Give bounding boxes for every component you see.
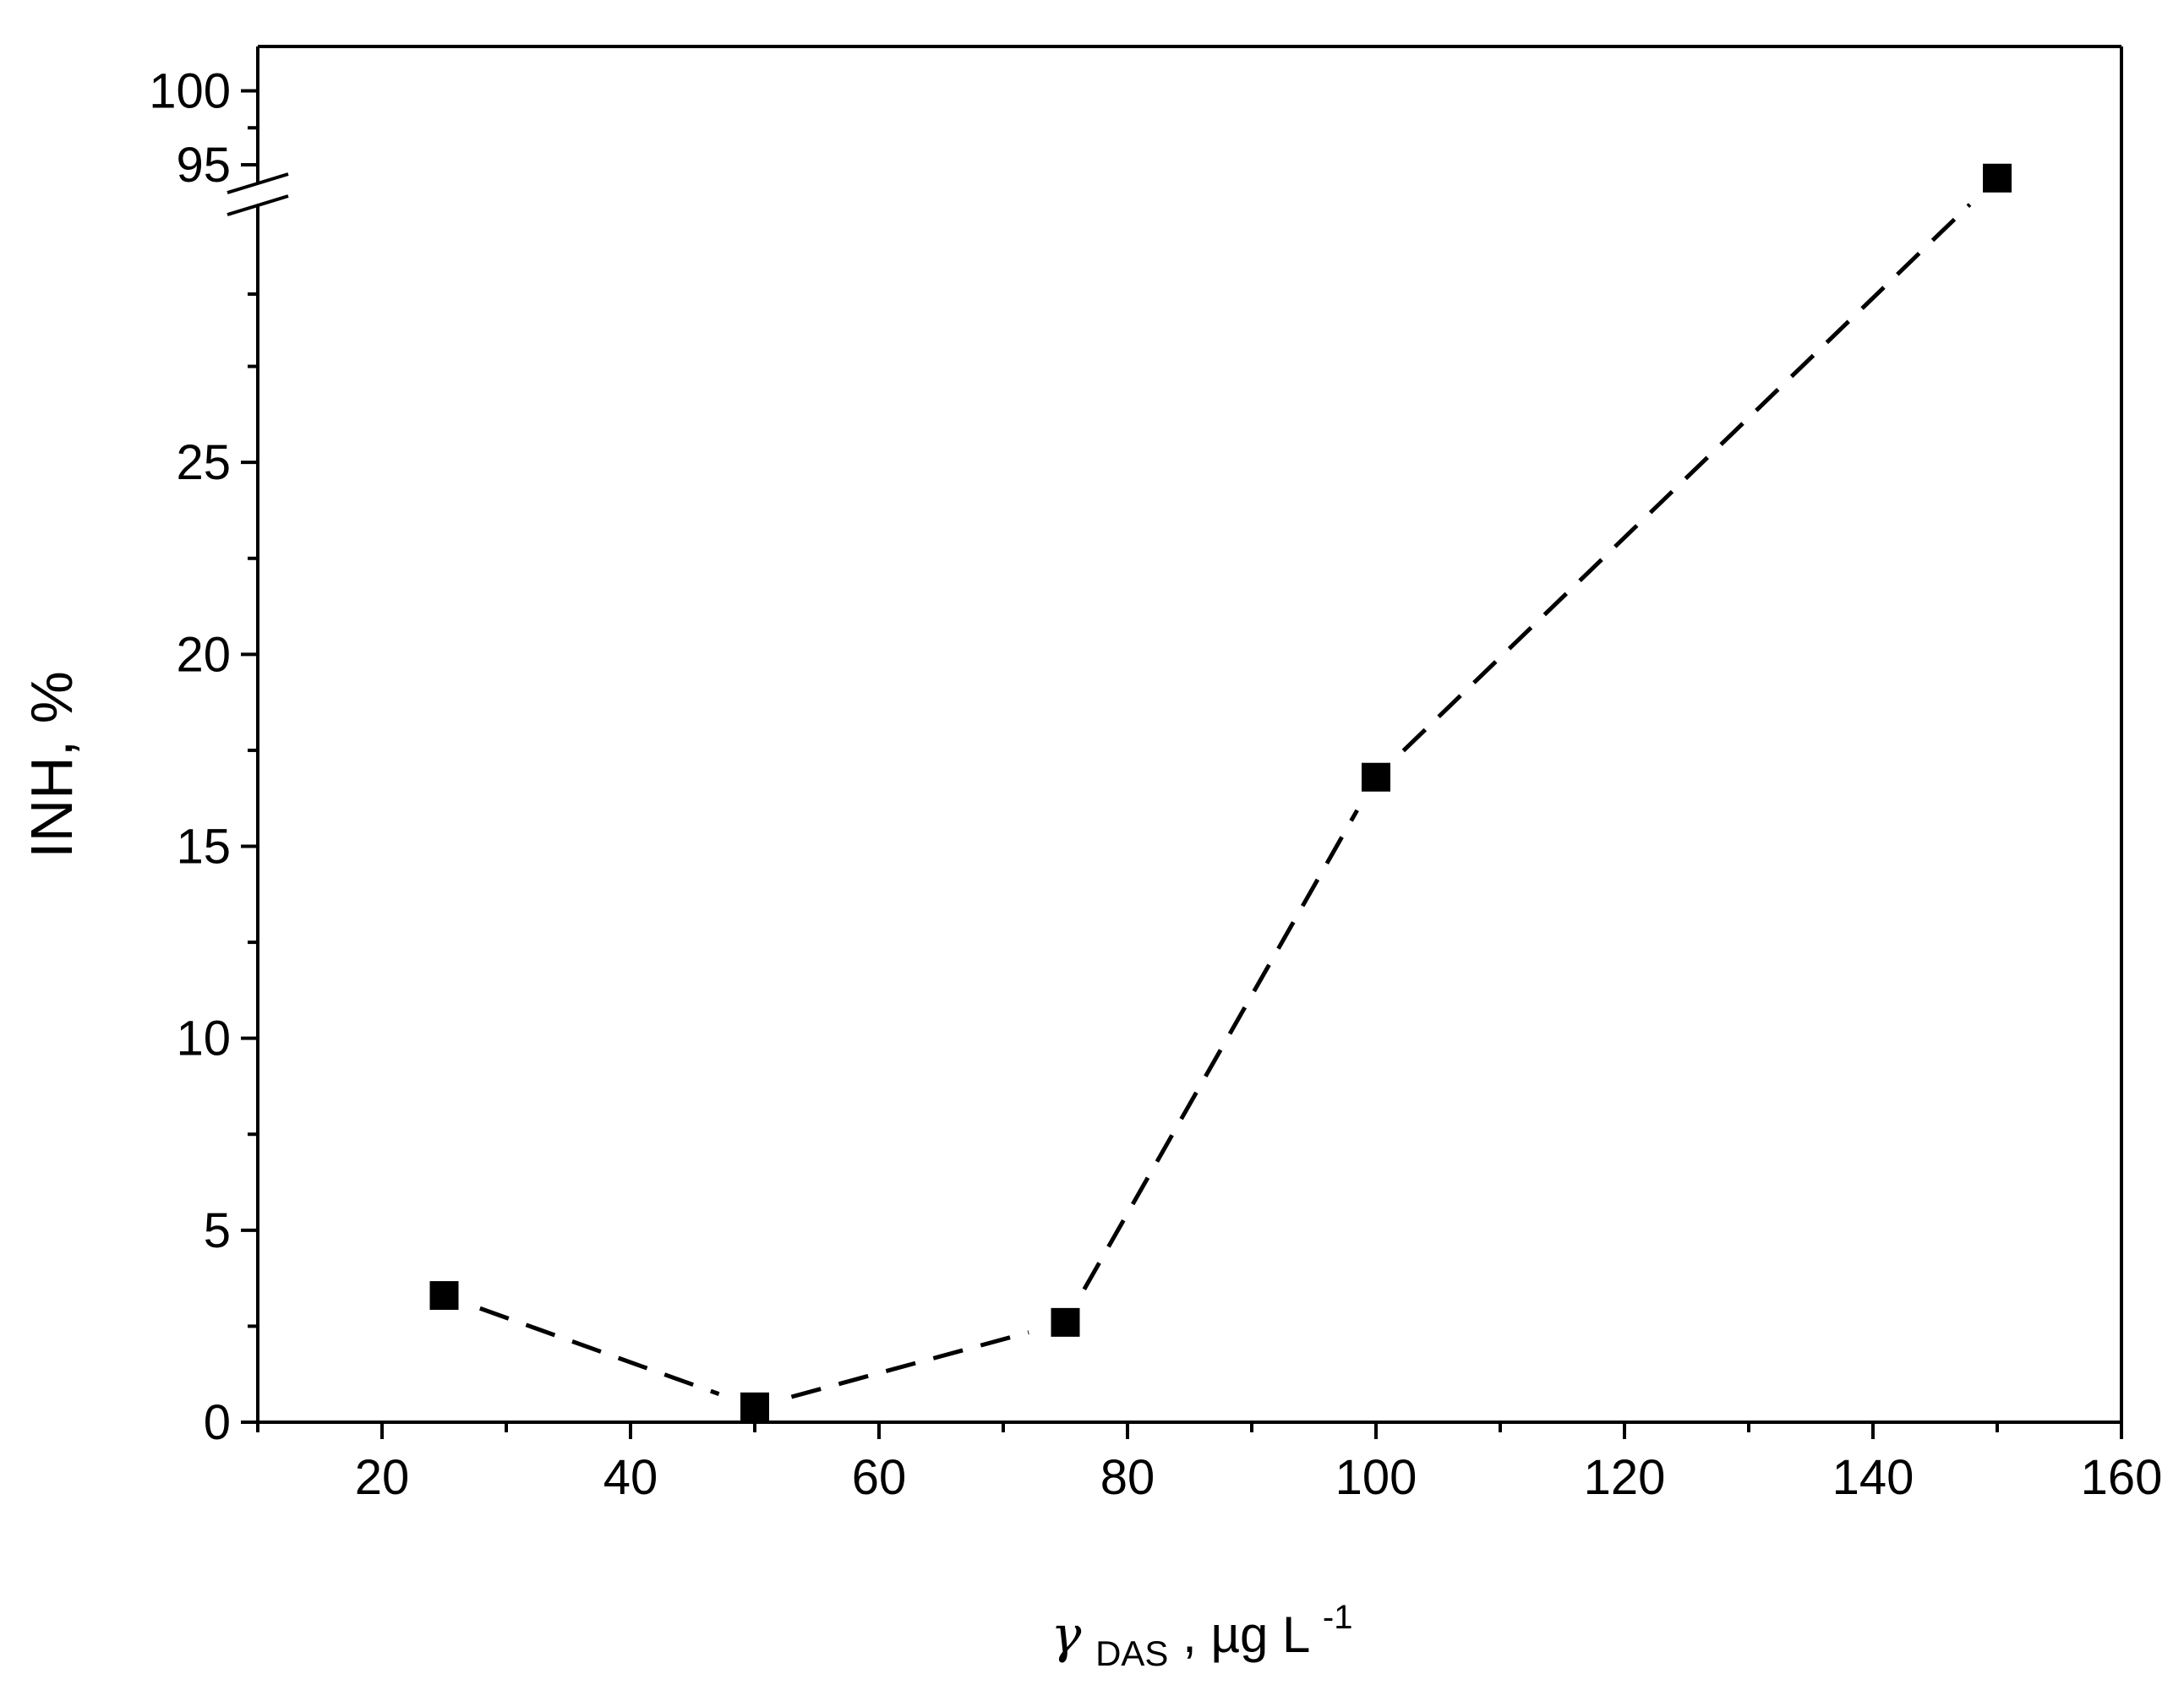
x-tick-label: 140: [1832, 1450, 1914, 1505]
y-tick-label: 10: [176, 1012, 231, 1066]
x-tick-label: 80: [1100, 1450, 1155, 1505]
y-axis-title: INH, %: [19, 671, 85, 859]
series-line-segment: [1401, 203, 1972, 753]
y-tick-label: 25: [176, 435, 231, 490]
x-axis: 20 40 60 80 100 120 140 160: [256, 1422, 2163, 1505]
data-point-marker: [1051, 1307, 1080, 1337]
y-tick-label: 0: [204, 1395, 231, 1450]
data-point-marker: [429, 1281, 459, 1311]
axis-break-slash-upper: [227, 172, 289, 194]
y-axis-break: [224, 172, 292, 216]
x-axis-title-superscript: -1: [1323, 1599, 1353, 1636]
y-tick-label: 15: [176, 820, 231, 875]
x-axis-title: γ DAS , µg L -1: [1051, 1599, 1353, 1677]
y-axis: 0 5 10 15 20 25 95 100: [149, 64, 258, 1450]
series-line-segment: [790, 1330, 1029, 1399]
x-tick-label: 120: [1584, 1450, 1666, 1505]
x-axis-title-unit: , µg L: [1182, 1606, 1309, 1663]
y-tick-label: 5: [204, 1203, 231, 1258]
y-tick-label: 100: [149, 64, 231, 119]
x-axis-title-subscript: DAS: [1095, 1633, 1168, 1673]
series-line-segment: [1082, 809, 1359, 1291]
series-line-segment: [479, 1306, 720, 1396]
y-tick-label: 20: [176, 627, 231, 682]
data-point-marker: [1983, 163, 2012, 193]
x-tick-label: 60: [852, 1450, 907, 1505]
y-tick-label: 95: [176, 138, 231, 193]
x-axis-title-symbol: γ: [1051, 1606, 1082, 1665]
plot-frame: [256, 45, 2123, 1424]
data-point-marker: [1362, 762, 1390, 792]
x-tick-label: 100: [1335, 1450, 1417, 1505]
axis-break-slash-lower: [227, 194, 289, 216]
data-series: [429, 163, 2012, 1421]
axis-break-gap: [224, 183, 292, 206]
x-tick-label: 40: [603, 1450, 658, 1505]
data-point-marker: [740, 1392, 769, 1421]
x-tick-label: 160: [2081, 1450, 2163, 1505]
x-tick-label: 20: [355, 1450, 410, 1505]
